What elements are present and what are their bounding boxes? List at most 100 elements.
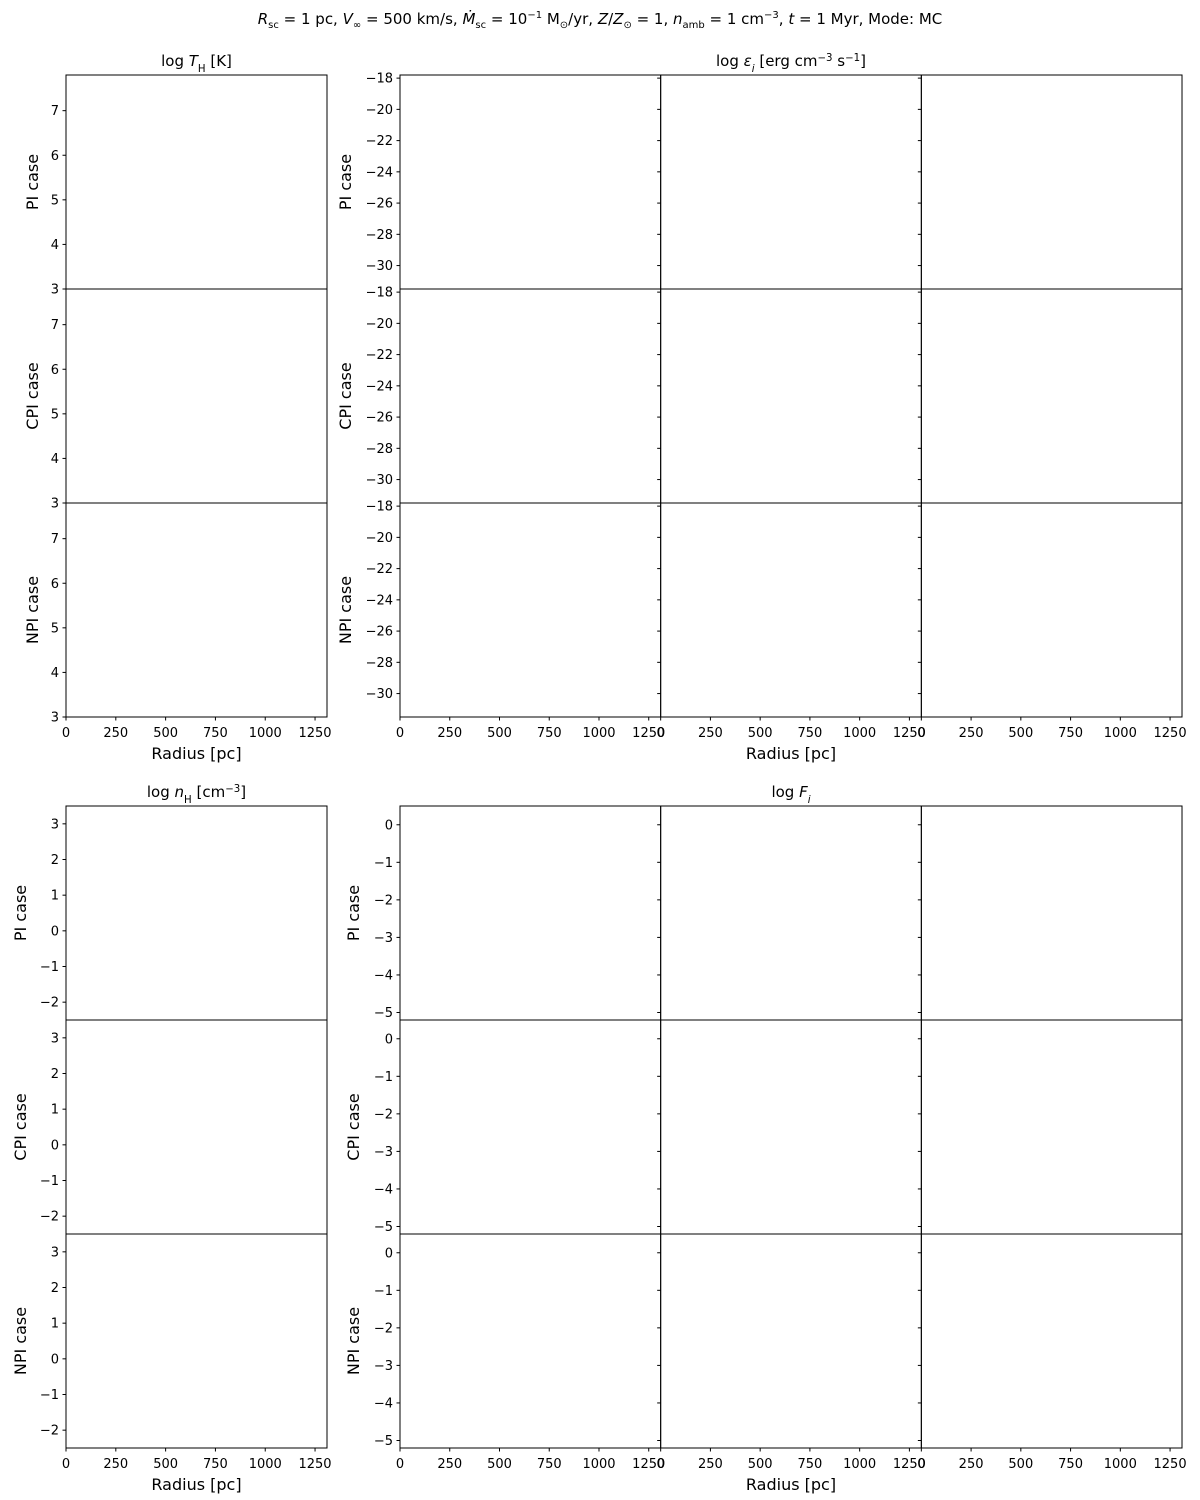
y-tick-label: 2 bbox=[51, 1067, 59, 1082]
subplot-axes: 0 250 500 750 1000 1250 bbox=[657, 502, 926, 741]
x-tick-label: 750 bbox=[797, 726, 822, 741]
axes-frame bbox=[65, 805, 328, 1021]
chart-title: log TH [K] bbox=[161, 52, 232, 75]
x-tick-label: 0 bbox=[396, 726, 404, 741]
y-tick-label: 7 bbox=[51, 318, 59, 333]
axes-frame bbox=[65, 502, 328, 718]
row-label: CPI case bbox=[344, 1093, 363, 1160]
x-tick-label: 1250 bbox=[893, 1457, 926, 1472]
axes-frame bbox=[920, 1233, 1183, 1449]
y-tick-label: −5 bbox=[374, 1220, 393, 1235]
subplot-axes bbox=[657, 1019, 922, 1235]
y-tick-label: 2 bbox=[51, 853, 59, 868]
row-label: CPI case bbox=[336, 362, 355, 429]
x-tick-label: 1250 bbox=[893, 726, 926, 741]
axes-frame bbox=[65, 74, 328, 290]
x-tick-label: 1250 bbox=[1154, 726, 1187, 741]
y-tick-label: 0 bbox=[385, 1246, 393, 1261]
row-label: PI case bbox=[336, 154, 355, 210]
y-tick-label: −3 bbox=[374, 1359, 393, 1374]
y-tick-label: −4 bbox=[374, 968, 393, 983]
x-tick-label: 1250 bbox=[632, 726, 665, 741]
x-tick-label: 1000 bbox=[582, 1457, 615, 1472]
axes-frame bbox=[65, 1233, 328, 1449]
x-tick-label: 1250 bbox=[298, 726, 331, 741]
x-tick-label: 1000 bbox=[249, 726, 282, 741]
figure-suptitle: Rsc = 1 pc, V∞ = 500 km/s, Ṁsc = 10−1 M⊙… bbox=[257, 10, 943, 31]
y-tick-label: −2 bbox=[374, 1107, 393, 1122]
row-label: NPI case bbox=[11, 1307, 30, 1375]
y-tick-label: −24 bbox=[366, 379, 393, 394]
row-label: PI case bbox=[11, 885, 30, 941]
x-tick-label: 1000 bbox=[843, 1457, 876, 1472]
subplot-axes: −5 −4 −3 −2 −1 0 0 250 500 750 1000 1250 bbox=[374, 1233, 665, 1472]
x-tick-label: 750 bbox=[537, 1457, 562, 1472]
subplot-axes bbox=[657, 288, 922, 504]
x-tick-label: 1000 bbox=[249, 1457, 282, 1472]
subplot-axes: 3 4 5 6 7 bbox=[51, 288, 328, 512]
y-tick-label: 2 bbox=[51, 1281, 59, 1296]
x-axis-label: Radius [pc] bbox=[151, 1475, 241, 1494]
y-tick-label: −2 bbox=[40, 1424, 59, 1439]
axes-frame bbox=[399, 1233, 662, 1449]
subplot-axes: −2 −1 0 1 2 3 bbox=[40, 1019, 328, 1235]
y-tick-label: −5 bbox=[374, 1434, 393, 1449]
y-tick-label: 0 bbox=[51, 924, 59, 939]
y-tick-label: 0 bbox=[385, 1032, 393, 1047]
y-tick-label: −18 bbox=[366, 500, 393, 515]
x-tick-label: 250 bbox=[437, 1457, 462, 1472]
axes-frame bbox=[399, 1019, 662, 1235]
axes-frame bbox=[660, 74, 922, 290]
subplot-axes: −2 −1 0 1 2 3 0 250 500 750 1000 1250 bbox=[40, 1233, 332, 1472]
y-tick-label: 1 bbox=[51, 1317, 59, 1332]
y-tick-label: −1 bbox=[374, 1070, 393, 1085]
y-tick-label: −18 bbox=[366, 286, 393, 301]
y-tick-label: 1 bbox=[51, 889, 59, 904]
axes-frame bbox=[920, 502, 1183, 718]
subplot-axes: −30 −28 −26 −24 −22 −20 −18 bbox=[366, 72, 662, 290]
x-tick-label: 500 bbox=[1008, 726, 1033, 741]
y-tick-label: −22 bbox=[366, 134, 393, 149]
subplot-axes: −2 −1 0 1 2 3 bbox=[40, 805, 328, 1021]
x-tick-label: 750 bbox=[203, 1457, 228, 1472]
y-tick-label: 7 bbox=[51, 532, 59, 547]
x-tick-label: 1250 bbox=[298, 1457, 331, 1472]
subplot-axes: 0 250 500 750 1000 1250 bbox=[917, 1233, 1187, 1472]
chart-title: log nH [cm−3] bbox=[147, 783, 246, 806]
y-tick-label: −1 bbox=[374, 856, 393, 871]
x-tick-label: 0 bbox=[917, 726, 925, 741]
y-tick-label: −30 bbox=[366, 259, 393, 274]
y-tick-label: 3 bbox=[51, 1031, 59, 1046]
x-tick-label: 0 bbox=[62, 726, 70, 741]
y-tick-label: −20 bbox=[366, 317, 393, 332]
x-tick-label: 250 bbox=[698, 726, 723, 741]
y-tick-label: −1 bbox=[40, 1388, 59, 1403]
y-tick-label: −30 bbox=[366, 473, 393, 488]
subplot-axes bbox=[657, 805, 922, 1021]
x-tick-label: 750 bbox=[203, 726, 228, 741]
y-tick-label: −4 bbox=[374, 1182, 393, 1197]
x-tick-label: 500 bbox=[487, 1457, 512, 1472]
x-tick-label: 250 bbox=[103, 1457, 128, 1472]
chart-title: log Fi bbox=[771, 783, 810, 806]
y-tick-label: −2 bbox=[374, 1321, 393, 1336]
y-tick-label: 0 bbox=[51, 1138, 59, 1153]
subplot-axes: −30 −28 −26 −24 −22 −20 −18 bbox=[366, 286, 662, 504]
x-tick-label: 1000 bbox=[1104, 726, 1137, 741]
x-tick-label: 500 bbox=[153, 1457, 178, 1472]
x-tick-label: 1000 bbox=[1104, 1457, 1137, 1472]
y-tick-label: −3 bbox=[374, 1145, 393, 1160]
subplot-axes: 3 4 5 6 7 bbox=[51, 74, 328, 298]
row-label: NPI case bbox=[23, 576, 42, 644]
y-tick-label: −1 bbox=[40, 960, 59, 975]
x-tick-label: 250 bbox=[959, 1457, 984, 1472]
x-tick-label: 500 bbox=[487, 726, 512, 741]
y-tick-label: 0 bbox=[385, 818, 393, 833]
row-label: PI case bbox=[344, 885, 363, 941]
axes-frame bbox=[65, 288, 328, 504]
subplot-axes: −5 −4 −3 −2 −1 0 bbox=[374, 805, 662, 1021]
y-tick-label: −28 bbox=[366, 228, 393, 243]
row-label: PI case bbox=[23, 154, 42, 210]
y-tick-label: −1 bbox=[374, 1284, 393, 1299]
y-tick-label: −18 bbox=[366, 72, 393, 87]
